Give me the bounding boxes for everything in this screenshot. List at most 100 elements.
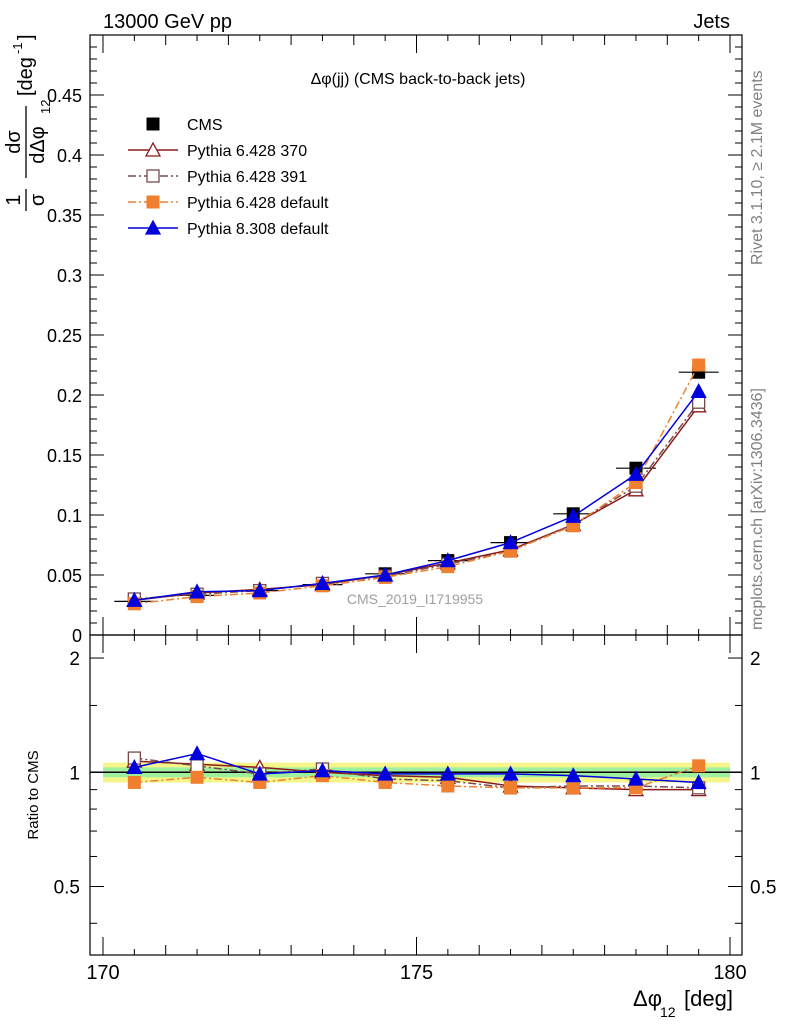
main-title: Δφ(jj) (CMS back-to-back jets) xyxy=(311,71,526,88)
main-y-tick-label: 0 xyxy=(72,626,82,646)
x-axis-label: Δφ 12 [deg] xyxy=(633,986,733,1020)
header-right: Jets xyxy=(693,11,730,33)
main-panel: Δφ(jj) (CMS back-to-back jets) CMS_2019_… xyxy=(3,34,743,646)
data-point xyxy=(627,465,645,481)
data-point xyxy=(502,534,519,550)
legend-label: Pythia 8.308 default xyxy=(187,221,329,238)
side-label-source: mcplots.cern.ch [arXiv:1306.3436] xyxy=(749,388,766,630)
main-y-axis-label: 1 σ dσ dΔφ 12 [deg -1 ] xyxy=(3,34,53,211)
ratio-y-tick-label: 2 xyxy=(69,649,80,670)
ratio-line xyxy=(134,752,699,784)
ratio-point xyxy=(377,765,394,781)
main-y-tick-label: 0.3 xyxy=(57,266,82,286)
main-y-tick-label: 0.45 xyxy=(47,86,82,106)
legend-entry: Pythia 6.428 370 xyxy=(128,141,307,160)
main-y-tick-label: 0.25 xyxy=(47,326,82,346)
series-line xyxy=(134,390,700,601)
side-label-rivet: Rivet 3.1.10, ≥ 2.1M events xyxy=(749,70,766,265)
ratio-point xyxy=(314,762,331,778)
ratio-point xyxy=(126,759,143,775)
ratio-point xyxy=(565,767,582,783)
y-label-fraction-ddphi: dΔφ xyxy=(27,126,49,163)
series-pythia-6-428-391 xyxy=(127,395,706,606)
main-y-tick-label: 0.2 xyxy=(57,386,82,406)
legend-entry: Pythia 6.428 default xyxy=(128,195,329,212)
ratio-point xyxy=(441,779,455,793)
ratio-point xyxy=(504,781,518,795)
x-label-sub: 12 xyxy=(660,1004,676,1020)
y-label-fraction-sigma: σ xyxy=(27,193,49,206)
ratio-point xyxy=(127,775,141,789)
ratio-y-tick-label: 1 xyxy=(69,763,80,784)
series-pythia-6-428-default xyxy=(127,358,706,611)
ratio-series-pythia-8-308-default xyxy=(126,745,707,790)
y-label-fraction-dsigma: dσ xyxy=(3,130,25,154)
ratio-point xyxy=(190,759,204,773)
ratio-line xyxy=(134,757,699,789)
data-point xyxy=(439,552,456,568)
ratio-point xyxy=(627,770,645,786)
data-point xyxy=(314,575,331,591)
legend-entry: Pythia 6.428 391 xyxy=(128,169,307,186)
data-point xyxy=(692,358,706,372)
ratio-line xyxy=(134,760,699,791)
legend-label: CMS xyxy=(187,117,223,134)
series-pythia-8-308-default xyxy=(126,383,707,607)
legend-marker xyxy=(146,195,160,209)
series-line xyxy=(134,364,700,605)
ratio-point xyxy=(690,774,707,790)
x-tick-label: 175 xyxy=(400,962,433,984)
legend-label: Pythia 6.428 391 xyxy=(187,169,307,186)
ratio-point xyxy=(692,759,706,773)
x-tick-label: 180 xyxy=(713,962,746,984)
main-y-tick-label: 0.05 xyxy=(47,566,82,586)
x-label-unit: [deg] xyxy=(684,986,733,1011)
legend-entry: CMS xyxy=(146,117,223,134)
ratio-y-tick-label-right: 2 xyxy=(750,649,761,670)
ratio-point xyxy=(502,765,519,781)
legend-marker xyxy=(146,117,160,131)
data-point xyxy=(377,566,394,582)
header-left: 13000 GeV pp xyxy=(103,11,232,33)
y-label-unit: [deg xyxy=(15,57,37,96)
y-label-fraction-1: 1 xyxy=(3,194,25,205)
data-point xyxy=(188,583,206,599)
legend: CMS Pythia 6.428 370 Pythia 6.428 391 Pythi… xyxy=(128,117,329,238)
data-point xyxy=(251,582,268,598)
x-ticks: 170 175 180 xyxy=(86,35,747,984)
ratio-series xyxy=(126,745,707,797)
ratio-panel: 0.5 0.51 12 2 170 175 180 Ratio to CMS Δφ 12 … xyxy=(25,35,776,1020)
y-label-sub-12: 12 xyxy=(38,100,53,114)
ratio-y-tick-label-right: 0.5 xyxy=(750,878,776,899)
ratio-frame xyxy=(89,634,743,956)
ratio-y-tick-label: 0.5 xyxy=(54,878,80,899)
data-point xyxy=(690,383,707,399)
ratio-y-ticks: 0.5 0.5 1 1 2 2 xyxy=(54,649,776,924)
x-label-dphi: Δφ xyxy=(633,986,662,1011)
main-y-tick-label: 0.4 xyxy=(57,146,82,166)
legend-entry: Pythia 8.308 default xyxy=(128,219,329,238)
main-y-tick-label: 0.15 xyxy=(47,446,82,466)
data-point xyxy=(126,591,143,607)
legend-marker xyxy=(144,141,162,157)
main-series xyxy=(114,358,719,611)
ratio-y-axis-label: Ratio to CMS xyxy=(25,750,42,839)
series-line xyxy=(134,405,700,601)
ratio-point xyxy=(188,745,206,761)
legend-label: Pythia 6.428 370 xyxy=(187,143,307,160)
legend-label: Pythia 6.428 default xyxy=(187,195,329,212)
ratio-point xyxy=(251,765,268,781)
data-point xyxy=(565,507,582,523)
watermark: CMS_2019_I1719955 xyxy=(347,591,483,607)
ratio-line xyxy=(134,765,699,789)
y-label-unit-exp: -1 xyxy=(10,42,25,54)
main-y-tick-label: 0.35 xyxy=(47,206,82,226)
legend-marker xyxy=(146,169,160,183)
main-y-tick-label: 0.1 xyxy=(57,506,82,526)
ratio-y-tick-label-right: 1 xyxy=(750,763,761,784)
legend-marker xyxy=(144,219,162,235)
ratio-point xyxy=(190,770,204,784)
series-cms xyxy=(114,365,719,608)
y-label-unit-close: ] xyxy=(15,34,37,40)
